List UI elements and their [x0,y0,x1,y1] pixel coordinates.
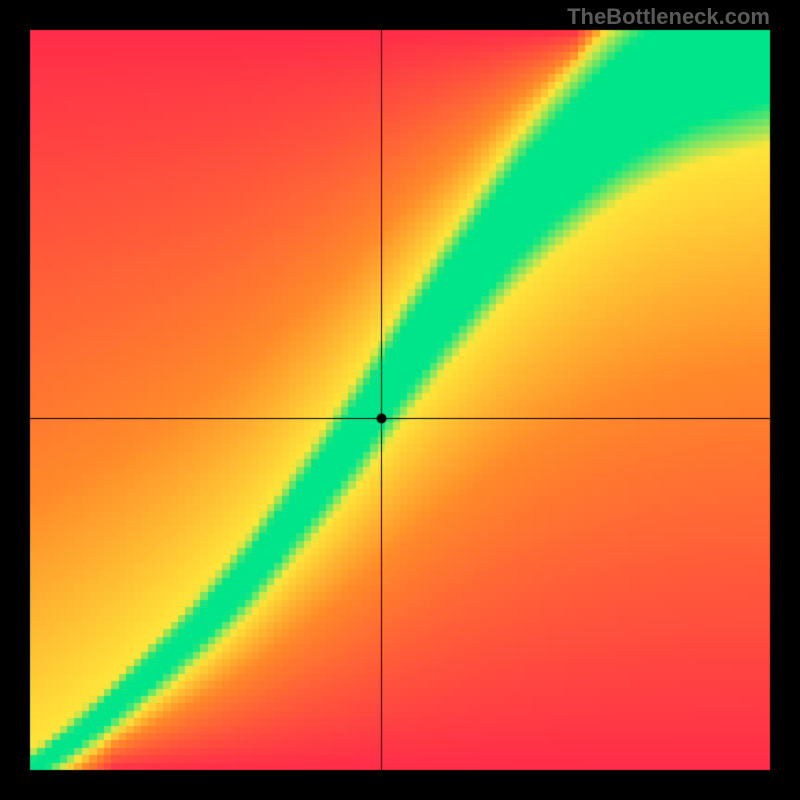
bottleneck-heatmap [0,0,800,800]
watermark-text: TheBottleneck.com [567,4,770,30]
